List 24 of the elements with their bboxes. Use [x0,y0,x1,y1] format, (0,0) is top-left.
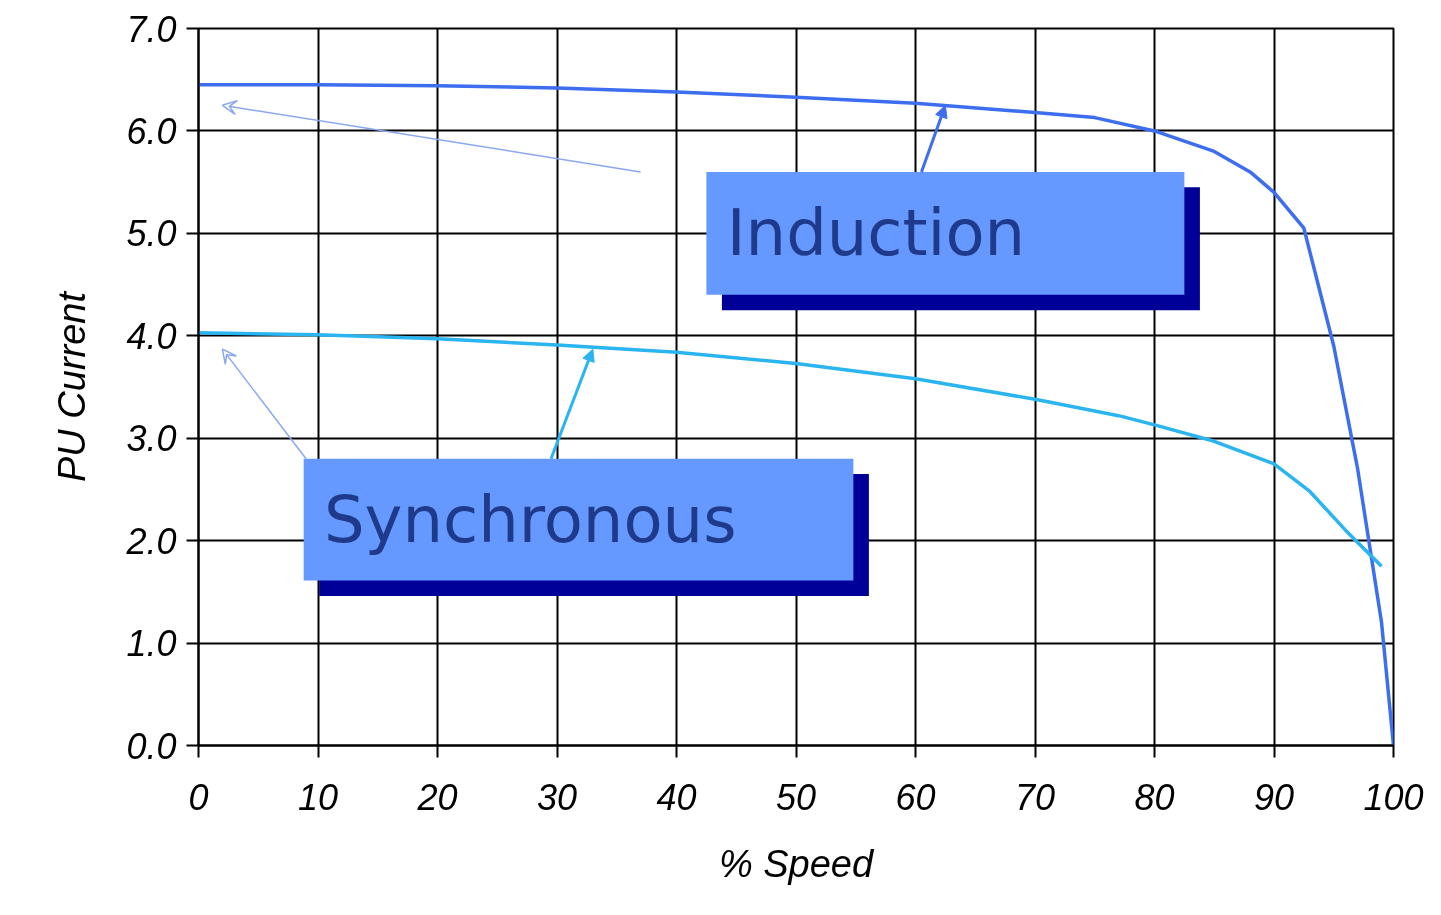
y-axis-title: PU Current [51,290,94,483]
x-tick-label: 10 [297,776,339,818]
x-tick-label: 0 [188,776,209,818]
x-tick-label: 60 [895,776,936,818]
x-axis-title: % Speed [718,842,875,885]
y-tick-label: 6.0 [126,110,177,152]
y-tick-label: 2.0 [125,520,177,562]
x-tick-label: 100 [1363,776,1424,818]
y-tick-label: 3.0 [126,418,177,460]
x-tick-label: 50 [775,776,817,818]
x-tick-label: 70 [1014,776,1056,818]
y-tick-label: 7.0 [126,8,177,50]
annotation: Synchronous [323,482,737,557]
x-tick-label: 40 [656,776,697,818]
x-tick-label: 90 [1253,776,1295,818]
x-tick-label: 20 [416,776,458,818]
y-tick-label: 0.0 [126,725,177,767]
y-tick-label: 1.0 [126,623,177,665]
line-series [198,330,1384,568]
y-tick-label: 5.0 [126,213,177,255]
y-tick-label: 4.0 [126,315,177,357]
x-tick-label: 30 [536,776,578,818]
x-tick-label: 80 [1134,776,1175,818]
annotation: Induction [726,196,1026,271]
